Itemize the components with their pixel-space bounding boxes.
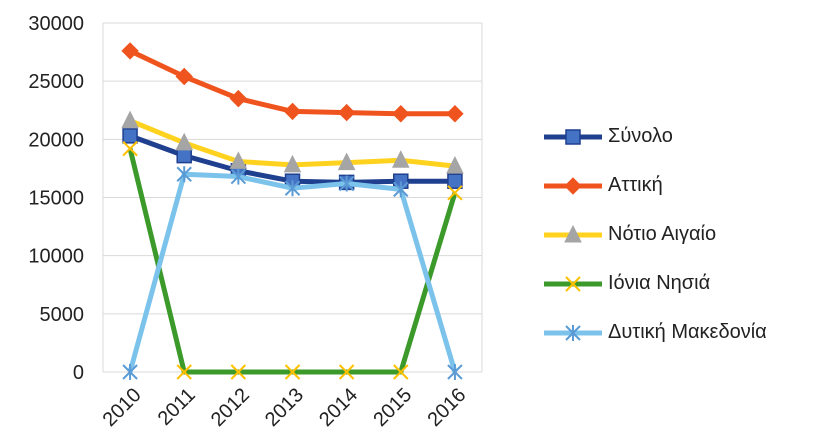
legend-label: Ιόνια Νησιά <box>608 272 711 294</box>
legend-marker <box>565 324 581 341</box>
legend-marker <box>565 128 581 145</box>
data-point <box>175 132 194 151</box>
legend-item: Σύνολο <box>542 112 767 161</box>
x-tick-label: 2011 <box>154 384 200 430</box>
legend-item: Αττική <box>542 161 767 210</box>
data-point <box>447 173 463 189</box>
y-tick-label: 5000 <box>40 304 85 326</box>
data-point <box>122 364 138 380</box>
y-tick-label: 30000 <box>28 13 84 35</box>
legend-marker <box>565 275 581 292</box>
data-point <box>284 364 301 380</box>
data-point <box>176 364 192 380</box>
legend: Σύνολο Αττική Νότιο Αιγαίο Ιόνια Νησιά Δυτικ… <box>542 112 767 357</box>
legend-item: Δυτική Μακεδονία <box>542 308 767 357</box>
data-point <box>283 102 302 121</box>
data-point <box>284 180 301 197</box>
data-point <box>175 67 193 86</box>
legend-label: Σύνολο <box>608 125 673 147</box>
gridlines <box>102 22 483 373</box>
y-tick-label: 25000 <box>28 71 84 93</box>
y-tick-label: 10000 <box>28 246 84 268</box>
x-axis-tick-labels: 2010 2011 2012 2013 2014 2015 2016 <box>99 384 471 431</box>
series-1 <box>121 42 464 123</box>
x-tick-label: 2010 <box>99 384 146 431</box>
legend-item: Ιόνια Νησιά <box>542 259 767 308</box>
x-tick-label: 2015 <box>369 384 416 431</box>
data-point <box>176 166 192 183</box>
data-point <box>447 185 463 201</box>
data-point <box>230 168 247 185</box>
y-tick-label: 0 <box>73 362 84 384</box>
series-4 <box>122 166 463 380</box>
x-tick-label: 2012 <box>207 384 254 431</box>
legend-marker <box>564 176 582 195</box>
legend-item: Νότιο Αιγαίο <box>542 210 767 259</box>
data-point <box>391 150 410 168</box>
x-tick-label: 2014 <box>315 384 362 431</box>
x-tick-label: 2013 <box>261 384 308 431</box>
data-point <box>176 147 192 164</box>
data-point <box>283 154 302 173</box>
series-3 <box>122 140 463 380</box>
data-point <box>338 364 355 380</box>
legend-swatch <box>544 224 602 242</box>
legend-marker <box>564 224 582 242</box>
data-point <box>447 364 463 380</box>
x-tick-label: 2016 <box>423 384 470 431</box>
series-2 <box>121 110 464 174</box>
data-point <box>393 181 409 198</box>
y-axis-tick-labels: 0 5000 10000 15000 20000 25000 30000 <box>28 13 84 384</box>
data-point <box>229 89 248 108</box>
y-tick-label: 15000 <box>28 188 84 210</box>
data-point <box>338 175 355 192</box>
legend-label: Αττική <box>608 174 663 196</box>
data-point <box>122 128 138 144</box>
data-point <box>446 105 464 123</box>
data-point <box>121 110 139 129</box>
data-point <box>337 103 356 122</box>
legend-swatch <box>544 176 602 195</box>
y-tick-label: 20000 <box>28 129 84 151</box>
data-point <box>393 364 409 380</box>
data-point <box>337 152 356 171</box>
legend-label: Νότιο Αιγαίο <box>608 223 717 245</box>
data-point <box>229 151 248 169</box>
data-point <box>230 364 247 380</box>
legend-swatch <box>544 128 602 145</box>
legend-swatch <box>544 324 602 341</box>
legend-swatch <box>544 275 602 292</box>
series-lines <box>121 42 464 380</box>
data-point <box>122 140 138 157</box>
data-point <box>392 105 410 123</box>
data-point <box>121 42 139 60</box>
legend-label: Δυτική Μακεδονία <box>608 321 767 343</box>
data-point <box>446 155 464 174</box>
